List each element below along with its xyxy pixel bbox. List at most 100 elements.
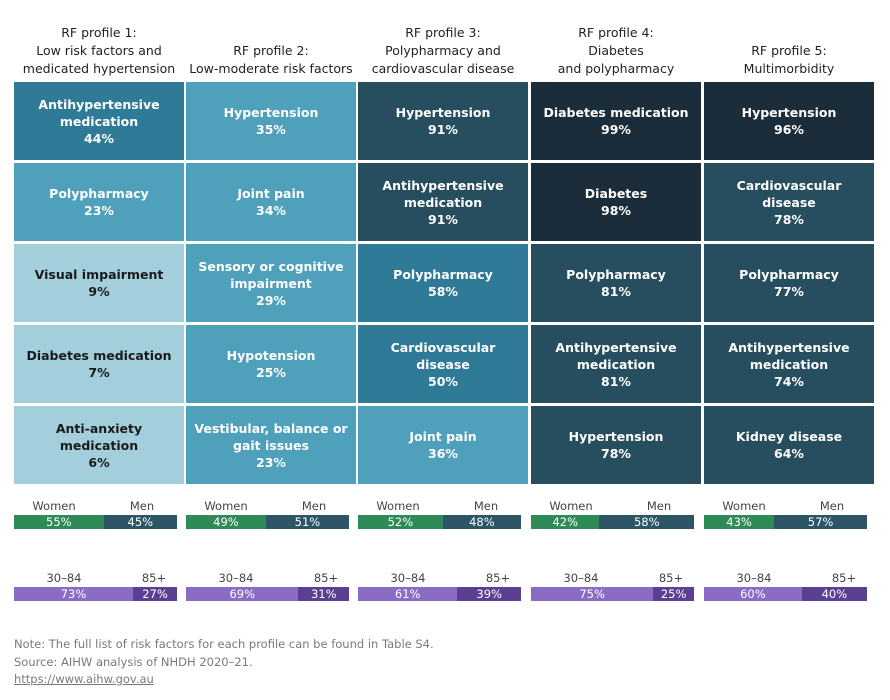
- heatmap-cell: Joint pain 36%: [358, 406, 528, 484]
- cell-percent: 58%: [428, 284, 458, 299]
- profile-header-3: RF profile 3: Polypharmacy and cardiovascu…: [357, 24, 529, 78]
- cell-label: Diabetes medication: [543, 105, 689, 120]
- age-older-segment: 25%: [653, 587, 694, 601]
- aihw-link[interactable]: https://www.aihw.gov.au: [14, 672, 154, 686]
- men-label: Men: [473, 499, 499, 513]
- cell-percent: 78%: [601, 446, 631, 461]
- cell-label: Diabetes: [584, 186, 648, 201]
- age-younger-label: 30–84: [46, 571, 82, 585]
- heatmap-cell: Vestibular, balance or gait issues 23%: [186, 406, 356, 484]
- age-older-label: 85+: [831, 571, 857, 585]
- heatmap-cell: Anti-anxiety medication 6%: [14, 406, 184, 484]
- heatmap-cell: Antihypertensive medication 91%: [358, 163, 528, 241]
- sex-split-bar: 55% 45%: [14, 515, 177, 529]
- cell-label: Visual impairment: [34, 267, 164, 282]
- cell-percent: 78%: [774, 211, 804, 227]
- cell-percent: 91%: [428, 211, 458, 227]
- cell-percent: 23%: [256, 454, 286, 470]
- cell-percent: 81%: [601, 373, 631, 389]
- women-segment: 52%: [358, 515, 443, 529]
- age-split-bar: 69% 31%: [186, 587, 349, 601]
- profile-title-line: RF profile 1:: [61, 25, 137, 40]
- cell-label: Joint pain: [409, 429, 477, 444]
- profile-title-line: Low risk factors and: [36, 43, 162, 58]
- heatmap-cell: Antihypertensive medication 44%: [14, 82, 184, 160]
- heatmap-cell: Joint pain 34%: [186, 163, 356, 241]
- cell-percent: 91%: [428, 122, 458, 137]
- men-label: Men: [301, 499, 327, 513]
- heatmap-cell: Hypertension 96%: [704, 82, 874, 160]
- age-older-segment: 39%: [457, 587, 521, 601]
- cell-percent: 64%: [774, 446, 804, 461]
- heatmap-cell: Hypotension 25%: [186, 325, 356, 403]
- age-younger-label: 30–84: [563, 571, 599, 585]
- age-older-label: 85+: [658, 571, 684, 585]
- cell-label: Polypharmacy: [566, 267, 666, 282]
- cell-label: Cardiovascular disease: [736, 177, 842, 210]
- cell-label: Anti-anxiety medication: [55, 420, 143, 453]
- footnote-link[interactable]: https://www.aihw.gov.au: [14, 672, 154, 686]
- age-split-bar: 60% 40%: [704, 587, 867, 601]
- profile-title-line: RF profile 2:: [233, 43, 309, 58]
- age-split-bar: 73% 27%: [14, 587, 177, 601]
- profile-header-2: RF profile 2: Low-moderate risk factors: [185, 42, 357, 78]
- cell-percent: 99%: [601, 122, 631, 137]
- sex-split-bar: 42% 58%: [531, 515, 694, 529]
- cell-label: Antihypertensive: [38, 96, 160, 112]
- cell-label: Polypharmacy: [739, 267, 839, 282]
- women-segment: 43%: [704, 515, 775, 529]
- footnote-source: Source: AIHW analysis of NHDH 2020–21.: [14, 655, 253, 669]
- men-segment: 45%: [103, 515, 177, 529]
- cell-label: Hypertension: [568, 429, 664, 444]
- cell-label: Hypertension: [741, 105, 837, 120]
- heatmap-cell: Cardiovascular disease 50%: [358, 325, 528, 403]
- age-older-segment: 31%: [298, 587, 349, 601]
- age-older-segment: 40%: [801, 587, 867, 601]
- cell-percent: 44%: [84, 130, 114, 146]
- heatmap-cell: Polypharmacy 23%: [14, 163, 184, 241]
- heatmap-cell: Diabetes medication 7%: [14, 325, 184, 403]
- cell-label: Antihypertensive: [382, 177, 504, 193]
- age-younger-segment: 60%: [704, 587, 802, 601]
- cell-percent: 35%: [256, 122, 286, 137]
- age-younger-segment: 61%: [358, 587, 458, 601]
- age-older-label: 85+: [141, 571, 167, 585]
- men-segment: 48%: [442, 515, 521, 529]
- heatmap-cell: Visual impairment 9%: [14, 244, 184, 322]
- sex-split-bar: 49% 51%: [186, 515, 349, 529]
- cell-label: medication: [749, 356, 829, 372]
- cell-label: Joint pain: [237, 186, 305, 201]
- cell-label: Cardiovascular disease: [390, 339, 496, 372]
- cell-label: Hypertension: [395, 105, 491, 120]
- profile-title-line: medicated hypertension: [22, 61, 176, 76]
- age-younger-segment: 75%: [531, 587, 654, 601]
- cell-label: Diabetes medication: [26, 348, 172, 363]
- heatmap-cell: Diabetes 98%: [531, 163, 701, 241]
- cell-label: medication: [576, 356, 656, 372]
- men-label: Men: [129, 499, 155, 513]
- cell-percent: 81%: [601, 284, 631, 299]
- heatmap-cell: Hypertension 91%: [358, 82, 528, 160]
- heatmap-cell: Polypharmacy 77%: [704, 244, 874, 322]
- profile-header-1: RF profile 1: Low risk factors and medicat…: [13, 24, 185, 78]
- women-label: Women: [32, 499, 76, 513]
- cell-percent: 9%: [88, 284, 110, 299]
- cell-label: medication: [403, 194, 483, 210]
- age-younger-label: 30–84: [736, 571, 772, 585]
- cell-label: Polypharmacy: [49, 186, 149, 201]
- profile-title-line: and polypharmacy: [557, 61, 675, 76]
- profile-header-4: RF profile 4: Diabetes and polypharmacy: [530, 24, 702, 78]
- cell-percent: 25%: [256, 365, 286, 380]
- age-older-label: 85+: [313, 571, 339, 585]
- cell-label: Hypotension: [226, 348, 316, 363]
- heatmap-cell: Antihypertensive medication 74%: [704, 325, 874, 403]
- age-younger-segment: 73%: [14, 587, 133, 601]
- cell-percent: 36%: [428, 446, 458, 461]
- cell-percent: 50%: [428, 373, 458, 389]
- men-segment: 57%: [774, 515, 867, 529]
- women-label: Women: [204, 499, 248, 513]
- heatmap-cell: Cardiovascular disease 78%: [704, 163, 874, 241]
- cell-percent: 34%: [256, 203, 286, 218]
- women-label: Women: [722, 499, 766, 513]
- age-younger-label: 30–84: [390, 571, 426, 585]
